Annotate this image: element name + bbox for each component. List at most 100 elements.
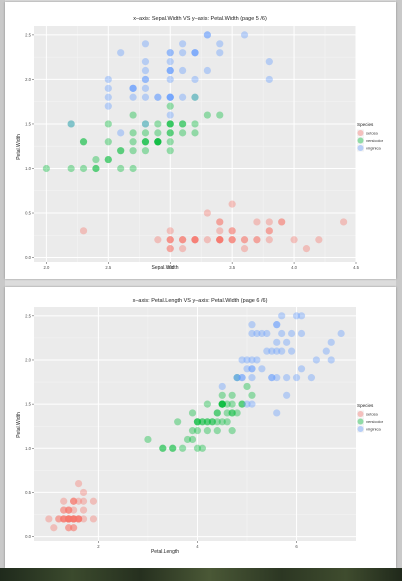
- point-versicolor: [218, 391, 226, 399]
- point-versicolor: [188, 435, 197, 444]
- point-setosa: [203, 209, 211, 217]
- y-tick-label: 1.0: [25, 446, 31, 451]
- point-versicolor: [193, 418, 202, 426]
- point-setosa: [65, 515, 73, 523]
- point-versicolor: [203, 418, 211, 426]
- point-setosa: [60, 515, 68, 523]
- point-setosa: [70, 497, 78, 505]
- point-setosa: [70, 515, 78, 523]
- point-versicolor: [169, 444, 177, 452]
- point-virginica: [104, 84, 112, 92]
- point-versicolor: [166, 138, 174, 146]
- point-versicolor: [223, 409, 231, 417]
- point-setosa: [265, 227, 273, 235]
- legend-title: Species: [357, 403, 374, 408]
- y-tick-label: 1.0: [25, 166, 31, 171]
- point-virginica: [253, 356, 261, 364]
- grid-lines: [34, 26, 357, 262]
- point-setosa: [340, 218, 348, 226]
- point-versicolor: [67, 120, 75, 128]
- point-virginica: [141, 84, 150, 92]
- point-setosa: [60, 515, 68, 523]
- point-virginica: [265, 58, 273, 66]
- point-virginica: [248, 321, 256, 329]
- point-setosa: [65, 506, 73, 514]
- point-versicolor: [193, 444, 202, 452]
- point-versicolor: [243, 382, 251, 391]
- point-setosa: [216, 236, 224, 244]
- point-virginica: [166, 93, 174, 101]
- point-setosa: [179, 245, 187, 253]
- point-setosa: [253, 218, 261, 226]
- point-setosa: [65, 515, 73, 523]
- point-versicolor: [218, 418, 226, 426]
- point-versicolor: [104, 155, 112, 164]
- point-virginica: [312, 356, 320, 364]
- point-setosa: [79, 506, 88, 514]
- point-setosa: [65, 515, 73, 523]
- point-setosa: [74, 515, 83, 523]
- legend: Species setosa versicolor virginica: [357, 403, 384, 433]
- point-versicolor: [228, 409, 236, 417]
- point-virginica: [191, 49, 199, 57]
- x-axis-label: Petal.Length: [151, 549, 179, 555]
- point-setosa: [216, 236, 224, 244]
- point-setosa: [74, 515, 83, 523]
- point-setosa: [228, 227, 236, 235]
- point-setosa: [265, 236, 273, 244]
- point-virginica: [179, 49, 187, 57]
- point-setosa: [70, 515, 78, 523]
- point-setosa: [65, 524, 73, 532]
- x-tick-label: 2.5: [105, 265, 111, 270]
- grid-lines: [34, 307, 356, 541]
- point-virginica: [166, 66, 174, 75]
- point-setosa: [65, 515, 73, 523]
- chart-title: x–axis: Petal.Length VS y–axis: Petal.Wi…: [133, 298, 268, 304]
- point-virginica: [273, 374, 281, 382]
- point-versicolor: [79, 164, 88, 173]
- point-virginica: [278, 329, 286, 338]
- point-versicolor: [213, 409, 221, 417]
- point-versicolor: [169, 444, 177, 452]
- viewer-frame-left: [0, 0, 5, 568]
- point-virginica: [233, 374, 241, 382]
- point-versicolor: [238, 400, 246, 408]
- point-virginica: [141, 75, 150, 84]
- pdf-page-6: x–axis: Petal.Length VS y–axis: Petal.Wi…: [5, 287, 396, 568]
- point-versicolor: [193, 418, 202, 426]
- point-versicolor: [141, 129, 150, 137]
- point-setosa: [70, 515, 78, 523]
- point-virginica: [166, 58, 174, 66]
- point-setosa: [50, 524, 58, 532]
- point-setosa: [79, 488, 88, 497]
- legend-symbol-versicolor: [357, 137, 364, 144]
- point-virginica: [203, 66, 211, 75]
- point-virginica: [166, 49, 174, 57]
- point-versicolor: [213, 427, 221, 435]
- point-versicolor: [166, 120, 174, 128]
- point-virginica: [166, 66, 174, 75]
- point-setosa: [70, 506, 78, 514]
- point-versicolor: [238, 400, 246, 408]
- point-setosa: [74, 497, 83, 505]
- point-setosa: [74, 480, 83, 488]
- point-versicolor: [193, 418, 202, 426]
- point-setosa: [79, 515, 88, 523]
- point-versicolor: [228, 409, 236, 417]
- point-versicolor: [104, 138, 112, 146]
- point-virginica: [141, 93, 150, 101]
- point-virginica: [104, 93, 112, 101]
- point-virginica: [216, 40, 224, 48]
- point-virginica: [268, 347, 276, 355]
- point-versicolor: [179, 120, 187, 128]
- x-tick-label: 4: [196, 544, 199, 549]
- point-versicolor: [191, 129, 199, 137]
- point-virginica: [141, 75, 150, 84]
- point-virginica: [297, 365, 306, 373]
- point-versicolor: [218, 400, 226, 408]
- point-versicolor: [198, 418, 207, 426]
- point-setosa: [55, 515, 63, 523]
- point-virginica: [258, 365, 266, 373]
- point-versicolor: [79, 138, 88, 146]
- y-axis-ticks: 0.0 0.5 1.0 1.5 2.0 2.5: [25, 32, 34, 260]
